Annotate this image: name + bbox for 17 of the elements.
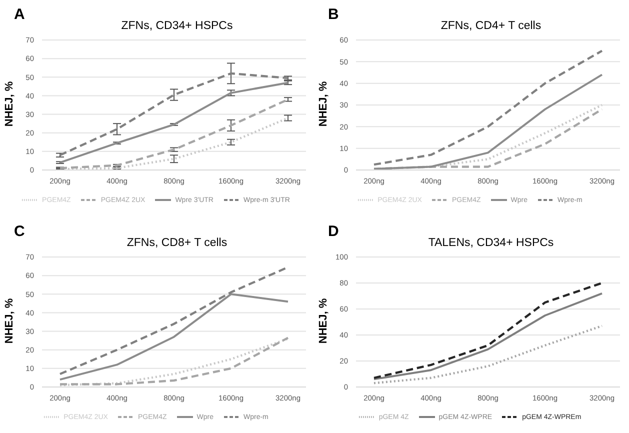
text: B: [328, 6, 339, 23]
y-axis-title: NHEJ, %: [4, 81, 16, 127]
y-axis-title: NHEJ, %: [318, 81, 330, 127]
chart-title: ZFNs, CD34+ HSPCs: [120, 20, 234, 32]
line-series: [58, 72, 290, 156]
chart-title: TALENs, CD34+ HSPCs: [427, 236, 555, 248]
text: D: [328, 222, 339, 240]
line-series: [373, 74, 603, 170]
y-axis-title: NHEJ, %: [4, 298, 16, 344]
text: C: [14, 222, 25, 240]
line-series: [372, 50, 604, 166]
text: A: [14, 6, 25, 23]
line-series: [59, 82, 289, 164]
chart-title: ZFNs, CD4+ T cells: [440, 20, 542, 32]
chart-title: ZFNs, CD8+ T cells: [126, 236, 228, 248]
y-axis-title: NHEJ, %: [318, 298, 330, 344]
line-series: [372, 324, 604, 384]
